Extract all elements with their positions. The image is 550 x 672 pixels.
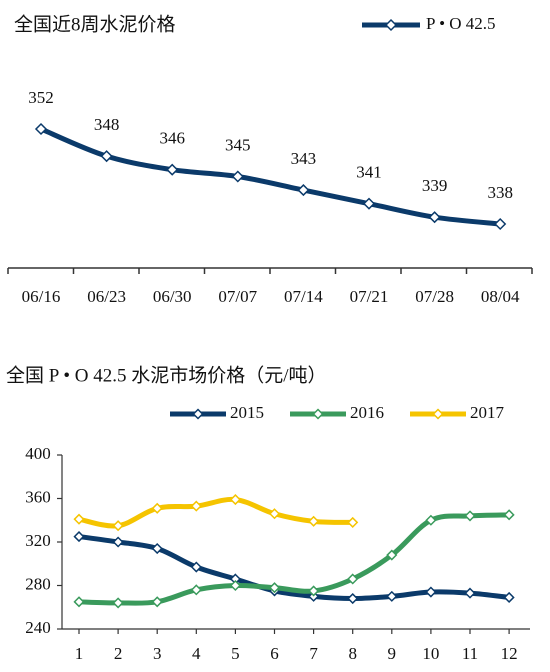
marker bbox=[73, 531, 85, 543]
marker bbox=[503, 509, 515, 521]
marker bbox=[190, 584, 202, 596]
legend-marker bbox=[384, 18, 398, 32]
marker bbox=[308, 515, 320, 527]
x-tick-label: 06/30 bbox=[153, 287, 192, 306]
data-label: 341 bbox=[356, 163, 382, 182]
marker bbox=[112, 597, 124, 609]
marker bbox=[112, 536, 124, 548]
x-tick-label: 8 bbox=[348, 644, 357, 663]
marker bbox=[464, 510, 476, 522]
marker bbox=[73, 596, 85, 608]
data-label: 345 bbox=[225, 135, 251, 154]
x-tick-label: 3 bbox=[153, 644, 162, 663]
marker bbox=[166, 163, 179, 176]
y-tick-label: 280 bbox=[25, 574, 51, 593]
marker bbox=[151, 596, 163, 608]
marker bbox=[386, 590, 398, 602]
marker bbox=[229, 579, 241, 592]
x-tick-label: 10 bbox=[422, 644, 439, 663]
legend-label: 2015 bbox=[230, 403, 264, 422]
data-label: 338 bbox=[487, 183, 513, 202]
x-tick-label: 2 bbox=[114, 644, 123, 663]
marker bbox=[308, 585, 320, 597]
marker bbox=[268, 508, 281, 520]
legend-label: 2017 bbox=[470, 403, 505, 422]
data-label: 346 bbox=[159, 129, 185, 148]
marker bbox=[494, 217, 507, 231]
marker bbox=[425, 586, 437, 598]
x-tick-label: 07/14 bbox=[284, 287, 323, 306]
data-label: 339 bbox=[422, 176, 448, 195]
marker bbox=[386, 549, 398, 561]
marker bbox=[425, 514, 437, 526]
chart-title: 全国近8周水泥价格 bbox=[14, 13, 176, 35]
marker bbox=[100, 150, 113, 163]
x-tick-label: 4 bbox=[192, 644, 201, 663]
marker bbox=[347, 516, 359, 528]
x-tick-label: 06/23 bbox=[87, 287, 126, 306]
y-tick-label: 240 bbox=[25, 618, 51, 637]
marker bbox=[73, 513, 85, 525]
x-tick-label: 1 bbox=[75, 644, 84, 663]
line bbox=[40, 126, 501, 227]
marker bbox=[229, 494, 241, 506]
marker bbox=[362, 197, 376, 210]
y-tick-label: 320 bbox=[25, 531, 51, 550]
marker bbox=[464, 587, 476, 599]
x-tick-label: 5 bbox=[231, 644, 240, 663]
x-tick-label: 6 bbox=[270, 644, 279, 663]
data-label: 352 bbox=[28, 88, 54, 107]
legend-label: P • O 42.5 bbox=[426, 14, 496, 33]
marker bbox=[347, 592, 359, 605]
marker bbox=[112, 520, 124, 532]
x-tick-label: 7 bbox=[309, 644, 318, 663]
marker bbox=[190, 561, 202, 573]
y-tick-label: 360 bbox=[25, 487, 51, 506]
marker bbox=[297, 184, 310, 197]
marker bbox=[503, 591, 515, 604]
data-label: 348 bbox=[94, 115, 120, 134]
legend-label: 2016 bbox=[350, 403, 384, 422]
marker bbox=[190, 500, 202, 512]
x-tick-label: 12 bbox=[501, 644, 518, 663]
chart-title: 全国 P • O 42.5 水泥市场价格（元/吨） bbox=[6, 364, 327, 386]
y-tick-label: 400 bbox=[25, 444, 51, 463]
legend-marker bbox=[312, 408, 324, 420]
marker bbox=[34, 122, 48, 136]
x-tick-label: 9 bbox=[388, 644, 397, 663]
marker bbox=[151, 542, 163, 555]
x-tick-label: 08/04 bbox=[481, 287, 520, 306]
x-tick-label: 07/28 bbox=[415, 287, 454, 306]
data-label: 343 bbox=[291, 149, 317, 168]
x-tick-label: 07/21 bbox=[350, 287, 389, 306]
x-tick-label: 06/16 bbox=[22, 287, 61, 306]
marker bbox=[268, 582, 281, 594]
x-tick-label: 11 bbox=[462, 644, 478, 663]
marker bbox=[347, 573, 359, 585]
marker bbox=[231, 170, 244, 183]
marker bbox=[151, 502, 163, 514]
x-tick-label: 07/07 bbox=[218, 287, 257, 306]
marker bbox=[428, 211, 441, 224]
legend-marker bbox=[432, 408, 444, 420]
legend-marker bbox=[192, 408, 204, 420]
